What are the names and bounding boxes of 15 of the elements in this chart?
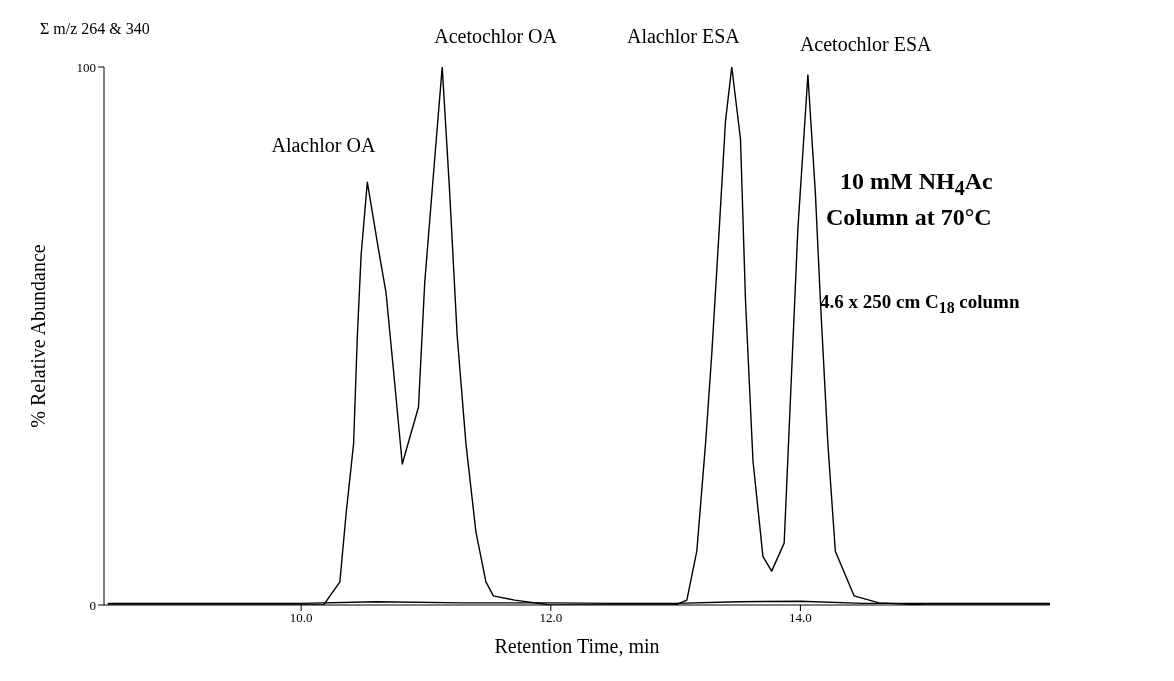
- x-tick-label: 10.0: [289, 610, 313, 626]
- annotation: 4.6 x 250 cm C$_{18}$ column: [820, 291, 1020, 317]
- annotation: Column at 70°C: [826, 204, 992, 231]
- text: Σ m/z 264 & 340: [40, 20, 150, 38]
- x-tick-label: 14.0: [789, 610, 812, 626]
- y-axis-title: % Relative Abundance: [27, 244, 50, 428]
- annotation: Alachlor OA: [271, 134, 376, 157]
- annotation: Acetochlor ESA: [799, 33, 933, 56]
- annotation: Alachlor ESA: [626, 25, 741, 47]
- y-tick-label: 0: [89, 597, 96, 613]
- x-axis-title: Retention Time, min: [494, 635, 660, 657]
- x-tick-label: 12.0: [539, 610, 563, 626]
- y-tick-label: 100: [76, 59, 96, 75]
- annotation: Acetochlor OA: [434, 25, 558, 47]
- annotation: 10 mM NH$_{4}$Ac: [840, 168, 993, 200]
